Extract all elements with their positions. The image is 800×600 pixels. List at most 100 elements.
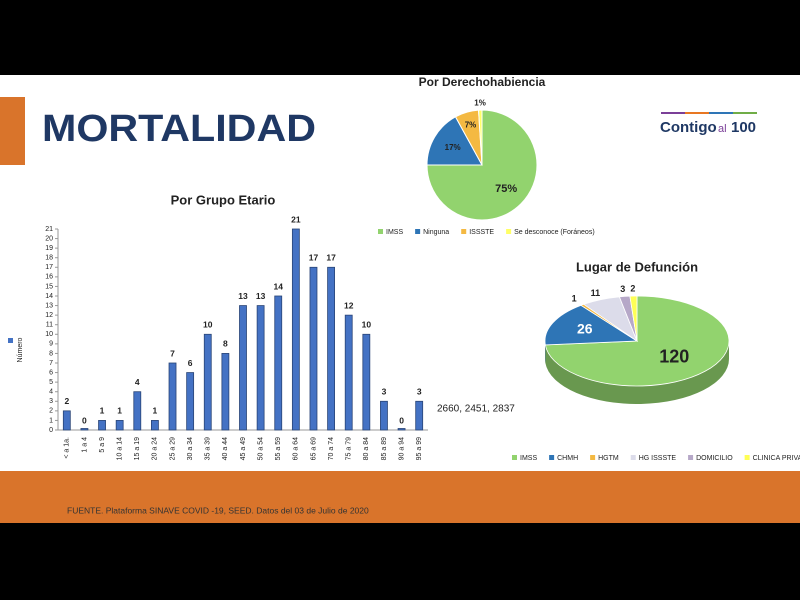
data-label: 17: [326, 253, 336, 263]
legend-swatch: [378, 229, 383, 234]
bar: [415, 400, 424, 431]
bar: [186, 372, 195, 431]
x-tick-label: 10 a 14: [117, 437, 124, 460]
bar: [168, 362, 177, 431]
data-label: 1: [153, 406, 158, 416]
legend-swatch: [630, 455, 636, 460]
legend-swatch: [512, 455, 517, 460]
x-tick-label: 50 a 54: [257, 437, 264, 460]
y-tick-label: 17: [45, 264, 53, 271]
bar: [362, 333, 371, 431]
y-tick-label: 7: [49, 360, 53, 367]
pie-slice: [629, 295, 638, 342]
legend-swatch: [549, 455, 555, 460]
data-label: 26: [577, 320, 593, 336]
x-tick-label: 95 a 99: [416, 437, 423, 460]
bar: [397, 428, 406, 431]
chart-title: Lugar de Defunción: [576, 259, 698, 274]
x-tick-label: 1 a 4: [81, 437, 88, 453]
x-tick-label: 75 a 79: [346, 437, 353, 460]
bar: [133, 391, 142, 431]
bar: [151, 420, 159, 431]
y-tick-label: 14: [45, 293, 53, 300]
y-tick-label: 10: [45, 331, 53, 338]
legend-label: CHMH: [557, 455, 578, 462]
data-label: 2: [64, 396, 69, 406]
y-tick-label: 19: [45, 245, 53, 252]
bar: [274, 295, 283, 431]
logo-stripe: [709, 112, 733, 114]
annotation: 2660, 2451, 2837: [437, 404, 515, 415]
chart-title: Por Derechohabiencia: [419, 75, 546, 89]
pie-side: [545, 341, 729, 404]
bar: [239, 305, 247, 431]
bar: [115, 420, 124, 431]
data-label: 75%: [495, 183, 517, 195]
data-label: 13: [238, 291, 248, 301]
legend-label: HGTM: [598, 455, 619, 462]
legend-swatch: [8, 338, 13, 343]
bar: [256, 305, 265, 431]
data-label: 8: [223, 339, 228, 349]
x-tick-label: 65 a 69: [310, 437, 317, 460]
data-label: 3: [620, 284, 625, 294]
data-label: 4: [135, 377, 140, 387]
y-tick-label: 3: [49, 398, 53, 405]
y-tick-label: 20: [45, 235, 53, 242]
data-label: 3: [382, 387, 387, 397]
x-tick-label: 85 a 89: [381, 437, 388, 460]
bar: [291, 228, 300, 431]
legend-swatch: [744, 455, 750, 460]
data-label: 1: [117, 406, 122, 416]
logo-stripe: [661, 112, 685, 114]
x-tick-label: 35 a 39: [205, 437, 212, 460]
x-tick-label: 70 a 74: [328, 437, 335, 460]
data-label: 3: [417, 387, 422, 397]
x-tick-label: 20 a 24: [152, 437, 159, 460]
y-tick-label: 2: [49, 408, 53, 415]
legend-label: CLINICA PRIVADA: [753, 455, 800, 462]
legend-label: IMSS: [386, 229, 403, 236]
logo-text: 100: [731, 119, 756, 136]
logo-stripe: [685, 112, 709, 114]
legend-swatch: [415, 229, 421, 234]
y-tick-label: 15: [45, 283, 53, 290]
legend-swatch: [506, 229, 512, 234]
chart-title: Por Grupo Etario: [171, 192, 276, 207]
legend-label: ISSSTE: [469, 229, 494, 236]
x-tick-label: < a 1a.: [64, 437, 71, 459]
x-tick-label: 45 a 49: [240, 437, 247, 460]
data-label: 0: [82, 415, 87, 425]
logo: Contigo al 100: [660, 112, 757, 136]
y-tick-label: 21: [45, 226, 53, 233]
y-tick-label: 11: [46, 322, 53, 329]
bar: [80, 428, 89, 431]
x-tick-label: 25 a 29: [169, 437, 176, 460]
x-tick-label: 90 a 94: [398, 437, 405, 460]
accent-block: [0, 97, 25, 165]
y-tick-label: 16: [45, 274, 53, 281]
legend-label: IMSS: [520, 455, 537, 462]
data-label: 1: [572, 294, 577, 304]
y-tick-label: 4: [49, 389, 53, 396]
data-label: 14: [274, 281, 284, 291]
footer-band: [0, 471, 800, 523]
x-tick-label: 55 a 59: [275, 437, 282, 460]
x-tick-label: 80 a 84: [363, 437, 370, 460]
data-label: 13: [256, 291, 266, 301]
bar: [380, 400, 388, 431]
legend-label: Número: [17, 337, 24, 362]
data-label: 17%: [445, 143, 461, 152]
legend-label: DOMICILIO: [696, 455, 733, 462]
data-label: 1: [100, 406, 105, 416]
legend-swatch: [461, 229, 467, 234]
y-tick-label: 5: [49, 379, 53, 386]
data-label: 120: [659, 346, 689, 366]
y-tick-label: 6: [49, 369, 53, 376]
legend-swatch: [590, 455, 596, 460]
data-label: 10: [203, 320, 213, 330]
data-label: 6: [188, 358, 193, 368]
data-label: 1%: [474, 99, 486, 108]
y-tick-label: 0: [49, 427, 53, 434]
